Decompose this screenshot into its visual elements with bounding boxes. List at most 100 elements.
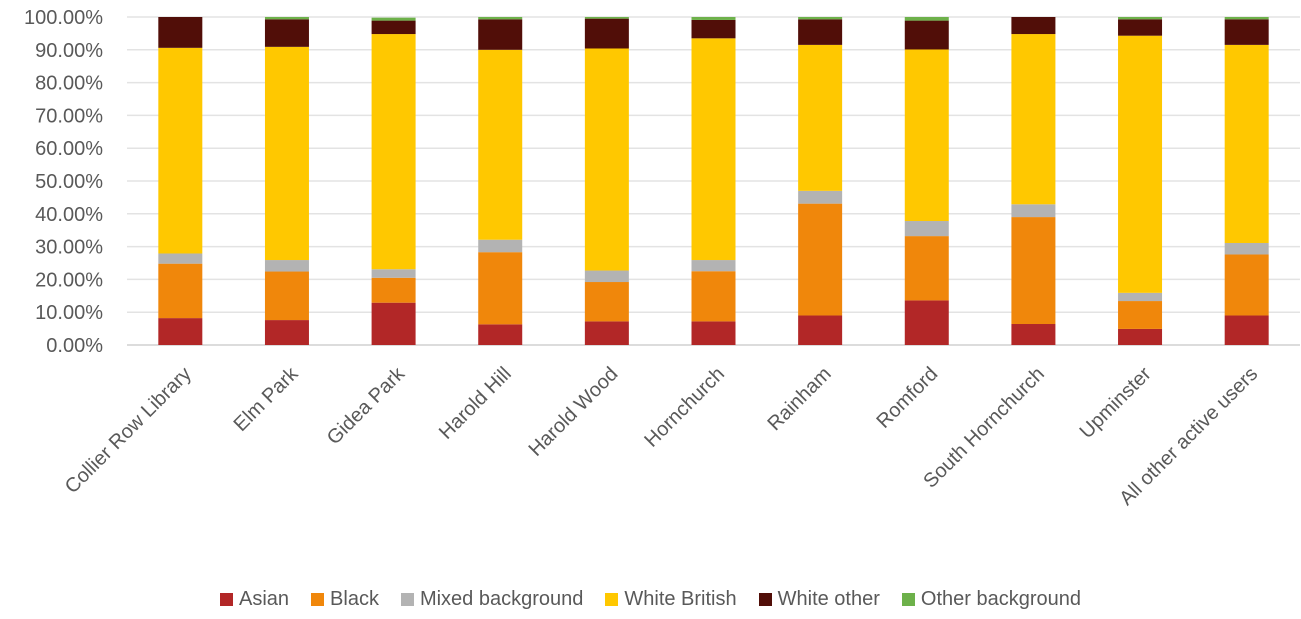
bar-segment-white-british — [904, 49, 949, 222]
bar-segment-white-other — [584, 18, 629, 49]
x-category-label: Harold Wood — [525, 363, 623, 461]
bar-segment-asian — [264, 320, 309, 345]
legend: Asian Black Mixed background White British W… — [0, 588, 1301, 611]
legend-swatch — [400, 593, 414, 606]
bar-segment-white-other — [904, 20, 949, 50]
y-tick-label: 90.00% — [35, 40, 103, 62]
bar-segment-white-other — [371, 20, 416, 35]
y-tick-label: 100.00% — [24, 7, 103, 29]
bar-segment-asian — [904, 300, 949, 345]
legend-swatch — [605, 593, 619, 606]
bar-segment-mixed-background — [1224, 242, 1269, 255]
x-category-label: Hornchurch — [640, 363, 729, 452]
bar-segment-white-british — [584, 48, 629, 271]
bar-segment-asian — [158, 318, 203, 345]
bar-segment-white-other — [798, 19, 843, 45]
bar-segment-black — [584, 282, 629, 322]
bar-segment-mixed-background — [1011, 204, 1056, 218]
bar-segment-other-background — [1224, 17, 1269, 20]
bar-segment-other-background — [264, 17, 309, 20]
legend-swatch — [220, 593, 233, 606]
legend-swatch — [311, 593, 325, 606]
bar-segment-white-other — [691, 19, 736, 39]
legend-item: White British — [605, 588, 737, 611]
bar-segment-other-background — [798, 17, 843, 20]
bar-segment-other-background — [904, 17, 949, 21]
bars — [158, 17, 1269, 345]
bar-segment-mixed-background — [904, 221, 949, 237]
bar-segment-white-british — [478, 49, 523, 240]
bar-segment-mixed-background — [371, 269, 416, 278]
bar-segment-white-british — [691, 38, 736, 261]
bar-segment-white-british — [1224, 44, 1269, 243]
bar-segment-white-other — [1118, 19, 1163, 36]
legend-item: Mixed background — [400, 588, 583, 611]
bar-segment-mixed-background — [584, 270, 629, 283]
bar-segment-black — [478, 252, 523, 325]
y-tick-label: 50.00% — [35, 171, 103, 193]
bar-segment-white-british — [264, 46, 309, 261]
x-category-label: Upminster — [1076, 363, 1156, 443]
bar-segment-black — [798, 203, 843, 316]
bar-segment-black — [371, 277, 416, 303]
bar-segment-black — [264, 271, 309, 321]
bar-segment-mixed-background — [264, 260, 309, 272]
bar-segment-white-other — [1011, 17, 1056, 35]
bar-segment-white-british — [798, 44, 843, 191]
legend-item: White other — [758, 588, 880, 611]
legend-item: Other background — [901, 588, 1081, 611]
y-tick-label: 80.00% — [35, 73, 103, 95]
stacked-bar-chart: 0.00% 10.00% 20.00% 30.00% 40.00% 50.00% 60.00… — [24, 7, 1300, 510]
legend-label: White other — [777, 588, 880, 610]
y-tick-label: 30.00% — [35, 237, 103, 259]
bar-segment-asian — [478, 324, 523, 345]
bar-segment-mixed-background — [478, 239, 523, 253]
bar-segment-asian — [1224, 315, 1269, 345]
y-tick-label: 70.00% — [35, 105, 103, 127]
x-category-label: Gidea Park — [323, 362, 410, 449]
bar-segment-black — [1011, 217, 1056, 325]
y-tick-label: 10.00% — [35, 302, 103, 324]
bar-segment-black — [158, 263, 203, 319]
legend-label: White British — [624, 588, 737, 610]
bar-segment-mixed-background — [1118, 292, 1163, 302]
legend-swatch — [758, 593, 772, 606]
bar-segment-white-other — [158, 17, 203, 48]
bar-segment-white-british — [371, 34, 416, 270]
bar-segment-asian — [798, 315, 843, 345]
bar-segment-mixed-background — [691, 260, 736, 272]
bar-segment-black — [691, 271, 736, 322]
bar-segment-other-background — [478, 17, 523, 20]
x-category-label: Rainham — [764, 363, 836, 435]
legend-swatch — [901, 593, 915, 606]
legend-item: Black — [311, 588, 379, 611]
x-axis-labels: Collier Row Library Elm Park Gidea Park Har… — [61, 362, 1262, 510]
bar-segment-black — [904, 236, 949, 301]
bar-segment-black — [1118, 301, 1163, 329]
y-tick-label: 0.00% — [46, 335, 103, 357]
bar-segment-asian — [371, 302, 416, 345]
x-category-label: Harold Hill — [435, 363, 516, 444]
bar-segment-other-background — [371, 17, 416, 21]
bar-segment-black — [1224, 254, 1269, 316]
y-tick-label: 60.00% — [35, 138, 103, 160]
x-category-label: Romford — [873, 363, 943, 433]
bar-segment-asian — [691, 321, 736, 345]
x-category-label: Collier Row Library — [61, 363, 196, 498]
x-category-label: South Hornchurch — [919, 363, 1049, 493]
bar-segment-other-background — [584, 17, 629, 19]
y-axis-ticks: 0.00% 10.00% 20.00% 30.00% 40.00% 50.00% 60.00… — [24, 7, 103, 357]
bar-segment-asian — [1011, 324, 1056, 345]
bar-segment-white-other — [264, 19, 309, 47]
bar-segment-white-other — [478, 19, 523, 50]
bar-segment-asian — [584, 321, 629, 345]
bar-segment-other-background — [691, 17, 736, 20]
bar-segment-white-british — [1011, 34, 1056, 205]
y-tick-label: 40.00% — [35, 204, 103, 226]
bar-segment-other-background — [1118, 17, 1163, 20]
bar-segment-mixed-background — [798, 190, 843, 204]
legend-label: Black — [330, 588, 379, 610]
x-category-label: Elm Park — [230, 362, 304, 436]
bar-segment-asian — [1118, 328, 1163, 345]
